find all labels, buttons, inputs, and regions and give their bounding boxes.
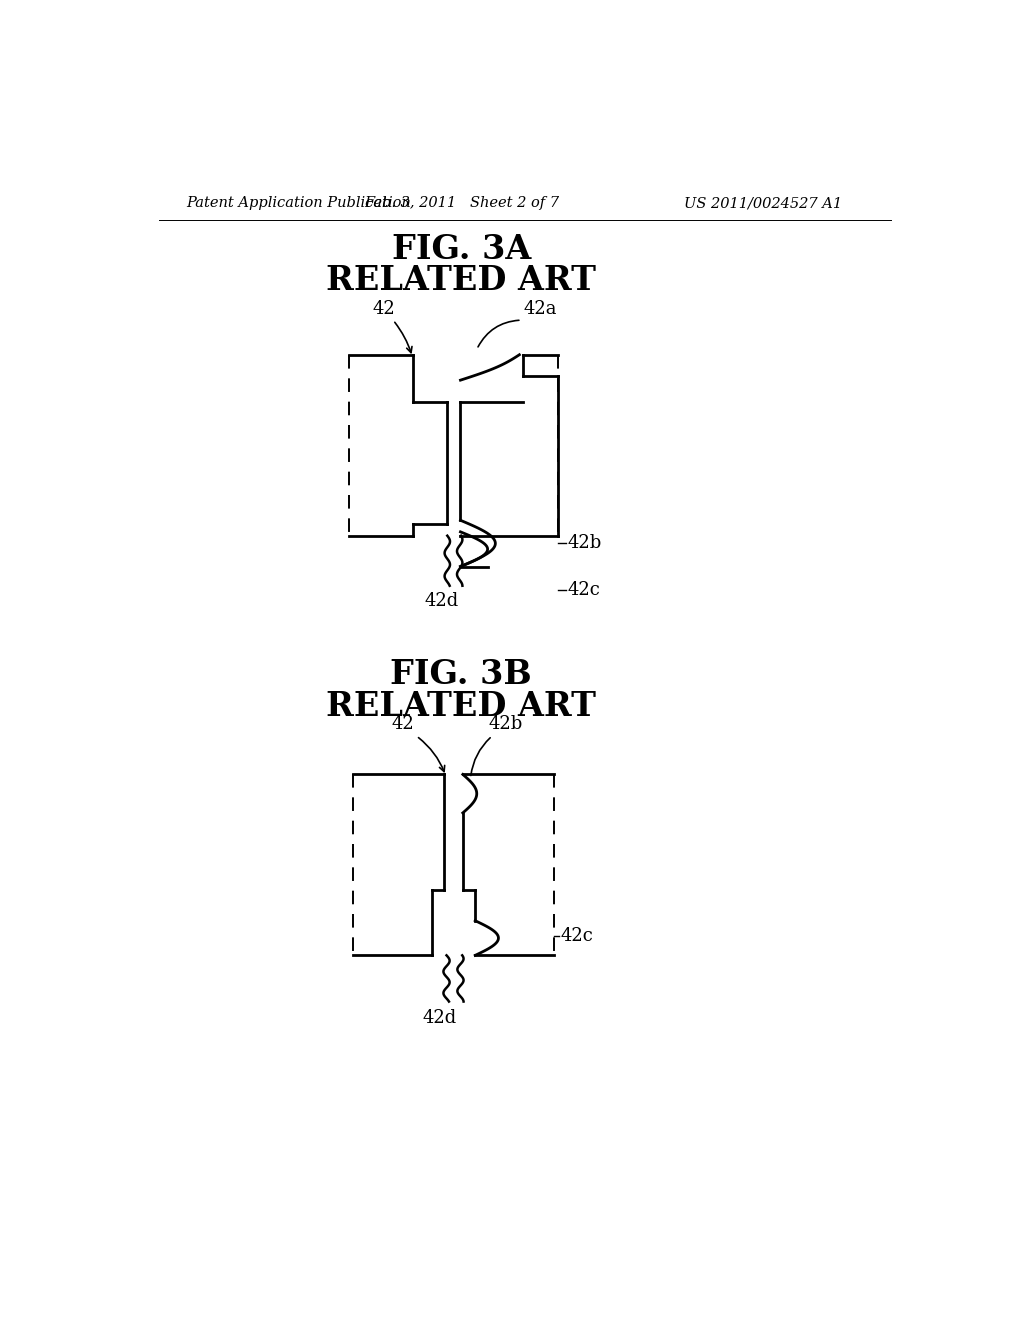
Text: FIG. 3B: FIG. 3B	[390, 657, 532, 690]
Text: Patent Application Publication: Patent Application Publication	[186, 197, 411, 210]
Text: 42c: 42c	[560, 927, 593, 945]
Text: 42c: 42c	[567, 581, 600, 598]
Text: 42: 42	[392, 715, 415, 734]
Text: 42b: 42b	[567, 535, 602, 552]
Text: 42d: 42d	[425, 593, 459, 610]
Text: RELATED ART: RELATED ART	[327, 690, 596, 723]
Text: 42b: 42b	[488, 715, 522, 734]
Text: Feb. 3, 2011   Sheet 2 of 7: Feb. 3, 2011 Sheet 2 of 7	[364, 197, 559, 210]
Text: US 2011/0024527 A1: US 2011/0024527 A1	[684, 197, 843, 210]
Text: 42: 42	[373, 300, 395, 318]
Text: RELATED ART: RELATED ART	[327, 264, 596, 297]
Text: 42a: 42a	[523, 300, 557, 318]
Text: FIG. 3A: FIG. 3A	[391, 232, 530, 265]
Text: 42d: 42d	[423, 1010, 457, 1027]
